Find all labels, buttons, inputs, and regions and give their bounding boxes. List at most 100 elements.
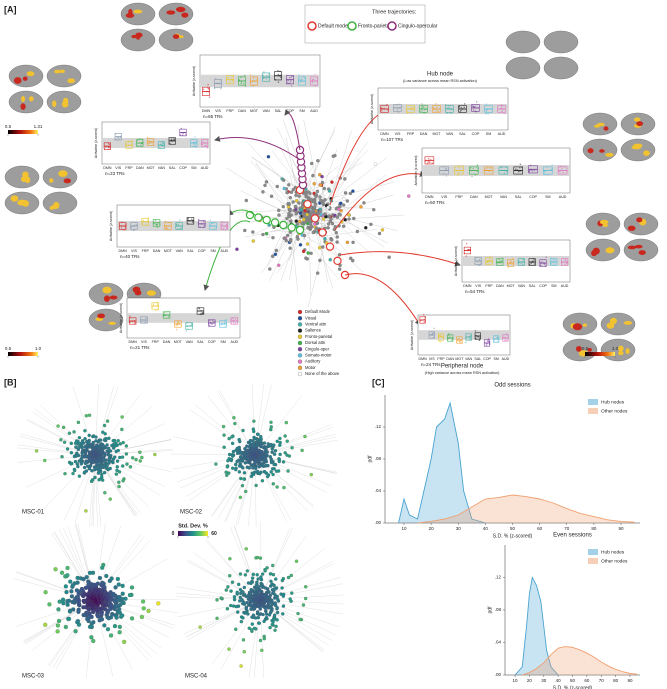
network-node xyxy=(319,183,322,186)
network-node xyxy=(327,226,330,229)
box-point xyxy=(312,79,313,80)
network-node xyxy=(295,219,298,222)
network-node xyxy=(319,210,322,213)
box-point xyxy=(554,259,555,260)
box-category: MOT xyxy=(250,109,259,113)
brain-activation xyxy=(104,295,110,302)
subject-node xyxy=(82,599,86,603)
subject-node xyxy=(285,454,288,457)
y-tick-label: .04 xyxy=(375,488,382,493)
box-ylabel: Activation (z-scored) xyxy=(109,211,113,241)
box-point xyxy=(534,170,535,171)
box-n-label: n=40 TRs xyxy=(120,254,140,259)
subject-node xyxy=(269,610,272,613)
box-category: DAN xyxy=(446,357,454,361)
box-point xyxy=(518,171,519,172)
subject-node xyxy=(64,584,68,588)
network-node xyxy=(318,195,321,198)
subject-node xyxy=(142,606,146,610)
subject-node xyxy=(228,453,231,456)
trajectory-node xyxy=(296,226,303,233)
box-point xyxy=(486,262,487,263)
network-node xyxy=(338,268,341,271)
box-point xyxy=(457,175,458,176)
box-point xyxy=(263,71,264,72)
subject-node xyxy=(238,470,241,473)
brain-activation xyxy=(49,178,53,183)
box-category: VAN xyxy=(500,195,508,199)
subject-node xyxy=(68,609,72,613)
colorbar-label: 60 xyxy=(211,531,217,537)
box-point xyxy=(179,219,180,220)
box-point xyxy=(450,112,451,113)
network-node xyxy=(267,155,270,158)
box-point xyxy=(220,88,221,89)
box-category: DAN xyxy=(420,132,428,136)
brain-activation xyxy=(591,250,597,256)
subject-node xyxy=(141,600,145,604)
subject-node xyxy=(56,607,60,611)
box-category: AUD xyxy=(310,109,318,113)
subject-node xyxy=(100,566,104,570)
box-point xyxy=(129,316,130,317)
box-point xyxy=(149,143,150,144)
subject-label: MSC-03 xyxy=(22,674,45,680)
subject-node xyxy=(121,464,124,467)
subject-node xyxy=(91,639,95,643)
box-point xyxy=(566,263,567,264)
brain xyxy=(544,57,578,79)
box-n-label: n=21 TRs xyxy=(130,345,150,350)
subject-node xyxy=(199,626,202,629)
network-node xyxy=(286,234,289,237)
network-node xyxy=(316,159,319,162)
subject-node xyxy=(121,584,125,588)
subject-node xyxy=(235,605,238,608)
box-point xyxy=(253,77,254,78)
subject-node xyxy=(78,436,81,439)
subject-node xyxy=(271,588,274,591)
subject-node xyxy=(120,613,124,617)
box-point xyxy=(191,218,192,219)
subject-node xyxy=(70,451,73,454)
subject-node xyxy=(76,619,80,623)
brain-activation xyxy=(636,121,643,126)
subject-node xyxy=(261,572,264,575)
subject-node xyxy=(139,459,142,462)
subject-node xyxy=(96,614,100,618)
network-node xyxy=(346,241,349,244)
box-category: FRP xyxy=(226,109,234,113)
box-category: DAN xyxy=(470,195,478,199)
box-point xyxy=(485,110,486,111)
box-point xyxy=(244,75,245,76)
subject-node xyxy=(115,473,118,476)
subject-node xyxy=(90,480,93,483)
box-point xyxy=(532,170,533,171)
box-point xyxy=(147,137,148,138)
brain-activation xyxy=(635,245,643,248)
brain-activation xyxy=(126,13,135,18)
network-node xyxy=(310,162,313,165)
box-point xyxy=(165,221,166,222)
box-category: SM xyxy=(299,109,304,113)
box-point xyxy=(504,113,505,114)
subject-node xyxy=(130,616,134,620)
box-point xyxy=(466,243,467,244)
network-node xyxy=(294,205,297,208)
subject-node xyxy=(259,607,262,610)
subject-node xyxy=(101,589,105,593)
box-point xyxy=(162,142,163,143)
box-point xyxy=(213,321,214,322)
subject-node xyxy=(245,547,248,550)
subject-node xyxy=(261,613,264,616)
subject-node xyxy=(70,594,74,598)
network-node xyxy=(283,187,286,190)
brain xyxy=(586,239,620,261)
subject-node xyxy=(121,479,124,482)
brain xyxy=(506,57,540,79)
box-category: COP xyxy=(472,132,480,136)
legend-ring xyxy=(308,22,316,30)
subject-node xyxy=(118,598,122,602)
brain-activation xyxy=(135,33,142,38)
subject-node xyxy=(272,618,275,621)
box-point xyxy=(440,341,441,342)
